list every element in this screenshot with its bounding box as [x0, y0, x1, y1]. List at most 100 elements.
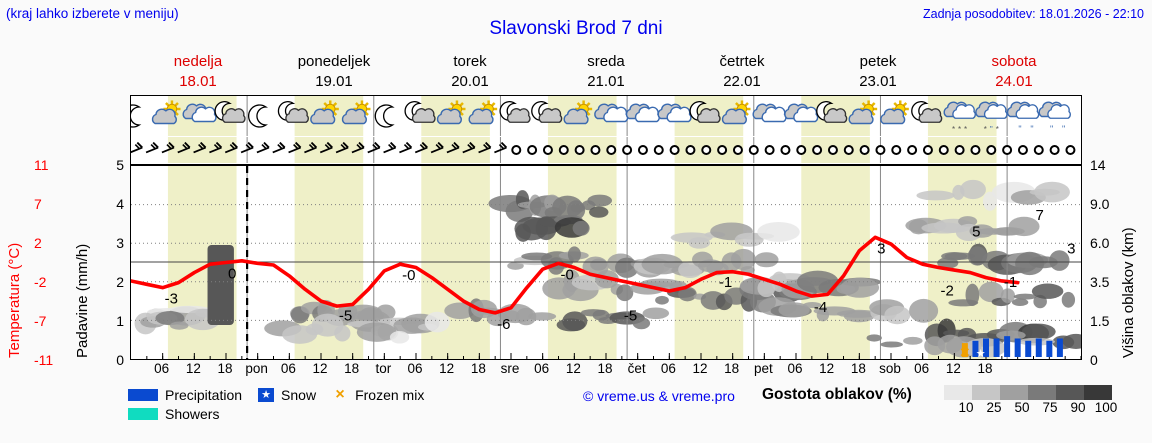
wind-barb [414, 141, 428, 154]
x-tick-12: 12 [185, 361, 201, 376]
cloud-density-level-75: 75 [1042, 400, 1058, 415]
wind-calm-circle [527, 145, 538, 155]
day-date: 18.01 [179, 72, 217, 90]
wind-calm-circle [780, 145, 791, 155]
cloud-density-level-50: 50 [1014, 400, 1030, 415]
svg-text:*: * [958, 125, 961, 134]
weather-icon-cloud [182, 103, 217, 123]
wind-barb [335, 141, 349, 154]
wind-calm-circle [970, 145, 981, 155]
svg-text:": " [1018, 124, 1021, 134]
svg-text:*: * [984, 125, 987, 134]
wind-calm-circle [796, 145, 807, 155]
temperature-point-label: 5 [972, 224, 980, 241]
weather-icon-moon [247, 104, 269, 128]
wind-calm-circle [558, 145, 569, 155]
weather-icon-sun-cloud [151, 100, 181, 125]
wind-calm-circle [843, 145, 854, 155]
x-tick-pon: pon [245, 361, 268, 376]
temp-axis-tick: 11 [34, 157, 49, 173]
wind-calm-circle [922, 145, 933, 155]
cloud-axis-tick: 6.0 [1090, 235, 1110, 251]
wind-barb [383, 141, 397, 154]
precip-axis-tick: 0 [116, 352, 124, 368]
frozen-mix-icon: × [335, 385, 345, 403]
weather-icon-moon-cloud [214, 101, 246, 123]
wind-calm-circle [685, 145, 696, 155]
day-name: torek [453, 53, 487, 70]
wind-barb [351, 141, 365, 154]
cloud-density-level-10: 10 [958, 400, 974, 415]
temperature-axis-title: Temperatura (°C) [6, 242, 23, 358]
x-tick-12: 12 [312, 361, 328, 376]
svg-text:": " [1030, 124, 1033, 134]
precip-axis-tick: 5 [116, 157, 124, 173]
cloud-axis-tick: 9.0 [1090, 196, 1110, 212]
cloud-density-swatch-50 [1000, 385, 1028, 400]
day-date: 23.01 [859, 72, 897, 90]
day-name: nedelja [173, 53, 223, 70]
x-tick-12: 12 [439, 361, 455, 376]
wind-calm-circle [574, 145, 585, 155]
legend-label-showers: Showers [165, 405, 220, 422]
legend-item-frozen-mix: × Frozen mix [332, 386, 424, 404]
wind-calm-circle [622, 145, 633, 155]
weather-icon-cloud [625, 103, 660, 123]
wind-barb [272, 141, 286, 154]
legend-item-snow: ★ Snow [258, 387, 316, 403]
precipitation-bars: ✕ ★ [959, 336, 1063, 359]
svg-text:": " [1062, 124, 1065, 134]
day-name: petek [859, 53, 897, 70]
weather-icon-moon-cloud [911, 101, 943, 123]
wind-calm-circle [701, 145, 712, 155]
svg-text:": " [990, 125, 993, 134]
x-tick-pet: pet [753, 361, 773, 376]
snow-icon: ★ [258, 387, 275, 402]
wind-calm-circle [511, 145, 522, 155]
wind-calm-circle [827, 145, 838, 155]
weather-icon-sun-cloud [880, 100, 909, 125]
x-tick-18: 18 [977, 361, 993, 376]
temperature-point-label: 3 [1067, 240, 1075, 257]
wind-barb [304, 141, 318, 154]
temperature-point-label: 3 [877, 240, 885, 257]
weather-icon-moon-cloud [531, 101, 563, 123]
day-header-torek: torek 20.01 [402, 48, 538, 94]
weather-icon-cloud [784, 103, 819, 123]
day-name: sobota [991, 53, 1037, 70]
wind-calm-circle [717, 145, 728, 155]
precipitation-axis-title: Padavine (mm/h) [74, 243, 91, 358]
cloud-density-level-25: 25 [986, 400, 1002, 415]
cloud-density-scale-labels: 10 25 50 75 90 100 [944, 400, 1117, 415]
weather-icon-sun-cloud [436, 100, 466, 125]
x-tick-06: 06 [660, 361, 676, 376]
wind-calm-circle [748, 145, 759, 155]
wind-barb [161, 141, 175, 154]
x-tick-18: 18 [470, 361, 486, 376]
wind-barb-band [130, 137, 1082, 165]
x-tick-sob: sob [879, 361, 901, 376]
x-tick-tor: tor [375, 361, 392, 376]
wind-barb [319, 141, 333, 154]
x-tick-06: 06 [534, 361, 550, 376]
svg-text:*: * [996, 125, 999, 134]
wind-calm-circle [907, 145, 918, 155]
weather-icon-moon-cloud [404, 101, 436, 123]
temperature-point-label: -1 [1004, 274, 1017, 291]
temperature-point-label: -2 [941, 282, 954, 299]
x-tick-18: 18 [217, 361, 233, 376]
wind-barb [446, 141, 460, 154]
weather-icon-sun-cloud [341, 100, 371, 125]
temp-axis-tick: -7 [34, 313, 47, 329]
wind-calm-circle [542, 145, 553, 155]
copyright-label: © vreme.us & vreme.pro [583, 388, 735, 404]
x-tick-06: 06 [280, 361, 296, 376]
temp-axis-tick: -11 [34, 352, 54, 368]
svg-text:": " [1050, 124, 1053, 134]
wind-calm-circle [669, 145, 680, 155]
weather-icon-moon-cloud [277, 101, 309, 123]
weather-icon-cloud [752, 103, 787, 123]
temperature-point-label: -0 [561, 266, 574, 283]
cloud-axis-tick: 1.5 [1090, 313, 1110, 329]
day-name: sreda [587, 53, 625, 70]
